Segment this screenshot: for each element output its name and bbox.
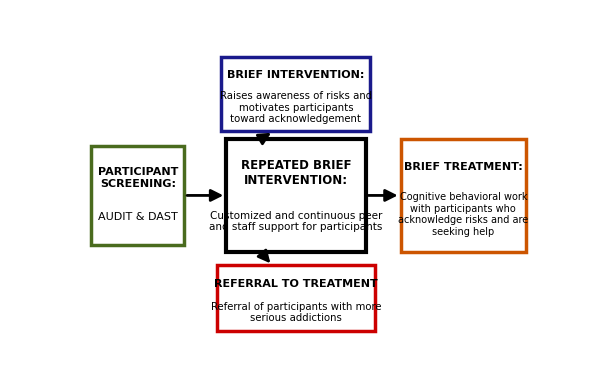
Text: PARTICIPANT
SCREENING:: PARTICIPANT SCREENING: xyxy=(98,167,178,188)
Text: Cognitive behavioral work
with participants who
acknowledge risks and are
seekin: Cognitive behavioral work with participa… xyxy=(398,192,529,237)
Text: BRIEF TREATMENT:: BRIEF TREATMENT: xyxy=(404,162,523,172)
Text: REFERRAL TO TREATMENT: REFERRAL TO TREATMENT xyxy=(214,279,378,289)
Text: AUDIT & DAST: AUDIT & DAST xyxy=(98,212,178,222)
Text: BRIEF INTERVENTION:: BRIEF INTERVENTION: xyxy=(227,70,365,80)
FancyBboxPatch shape xyxy=(226,139,365,252)
FancyBboxPatch shape xyxy=(401,139,526,252)
Text: REPEATED BRIEF
INTERVENTION:: REPEATED BRIEF INTERVENTION: xyxy=(241,159,351,187)
FancyBboxPatch shape xyxy=(91,146,184,245)
Text: Referral of participants with more
serious addictions: Referral of participants with more serio… xyxy=(211,302,381,324)
Text: Raises awareness of risks and
motivates participants
toward acknowledgement: Raises awareness of risks and motivates … xyxy=(220,91,372,124)
FancyBboxPatch shape xyxy=(221,57,370,131)
FancyBboxPatch shape xyxy=(217,265,375,331)
Text: Customized and continuous peer
and staff support for participants: Customized and continuous peer and staff… xyxy=(209,211,383,232)
